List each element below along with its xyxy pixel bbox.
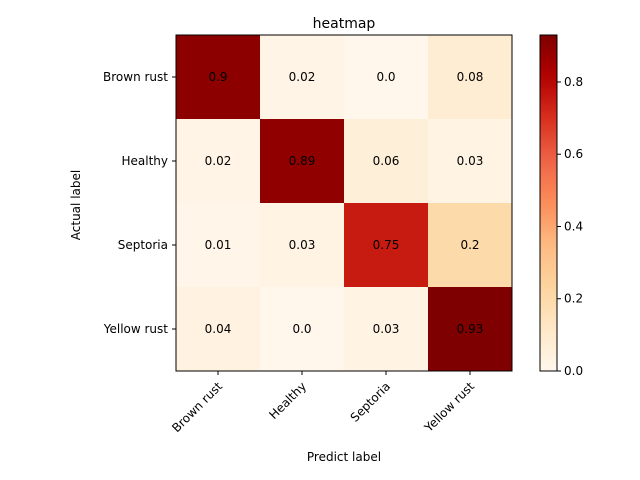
heatmap-cell (344, 119, 429, 204)
heatmap-cell (428, 287, 513, 372)
heatmap-cell (344, 203, 429, 288)
y-tick-label: Septoria (118, 238, 168, 252)
cell-value-label: 0.08 (457, 70, 484, 84)
cell-value-label: 0.2 (460, 238, 479, 252)
y-tick-label: Brown rust (103, 70, 168, 84)
heatmap-cell (260, 35, 345, 120)
heatmap-cell (428, 203, 513, 288)
cell-value-label: 0.75 (373, 238, 400, 252)
x-tick-label: Yellow rust (421, 379, 477, 435)
colorbar-tick-label: 0.2 (564, 292, 583, 306)
cell-value-label: 0.06 (373, 154, 400, 168)
colorbar-bar (539, 34, 558, 372)
x-tick-label: Septoria (348, 379, 393, 424)
heatmap-cell (344, 35, 429, 120)
heatmap-cell (428, 119, 513, 204)
cell-value-label: 0.9 (208, 70, 227, 84)
cell-value-label: 0.04 (205, 322, 232, 336)
cell-value-label: 0.03 (457, 154, 484, 168)
x-tick-label: Healthy (266, 379, 309, 422)
colorbar-tick-label: 0.4 (564, 219, 583, 233)
y-tick-label: Yellow rust (103, 322, 169, 336)
colorbar-tick-label: 0.6 (564, 147, 583, 161)
x-axis-label: Predict label (307, 450, 381, 464)
cell-value-label: 0.0 (376, 70, 395, 84)
y-axis-label: Actual label (69, 170, 83, 240)
heatmap-cell (176, 287, 261, 372)
cell-value-label: 0.93 (457, 322, 484, 336)
y-tick-label: Healthy (121, 154, 168, 168)
cell-value-label: 0.03 (373, 322, 400, 336)
heatmap-cells (176, 35, 513, 372)
cell-value-label: 0.02 (205, 154, 232, 168)
heatmap-cell (176, 119, 261, 204)
plot-frame (175, 34, 513, 372)
cell-value-label: 0.02 (289, 70, 316, 84)
colorbar-tick-label: 0.8 (564, 75, 583, 89)
heatmap-cell (260, 203, 345, 288)
heatmap-cell (344, 287, 429, 372)
colorbar-tick-label: 0.0 (564, 364, 583, 378)
cell-value-label: 0.03 (289, 238, 316, 252)
heatmap-cell (176, 203, 261, 288)
cell-value-labels: 0.9 0.02 0.0 0.08 0.02 0.89 0.06 0.03 0.01 0.03 0.… (205, 70, 484, 336)
cell-value-label: 0.89 (289, 154, 316, 168)
cell-value-label: 0.01 (205, 238, 232, 252)
x-tick-label: Brown rust (169, 379, 225, 435)
cell-value-label: 0.0 (292, 322, 311, 336)
heatmap-cell (428, 35, 513, 120)
colorbar: 0.0 0.2 0.4 0.6 0.8 (539, 34, 583, 378)
heatmap-cell (260, 119, 345, 204)
heatmap-cell (176, 35, 261, 120)
chart-title: heatmap (313, 16, 376, 32)
heatmap-cell (260, 287, 345, 372)
